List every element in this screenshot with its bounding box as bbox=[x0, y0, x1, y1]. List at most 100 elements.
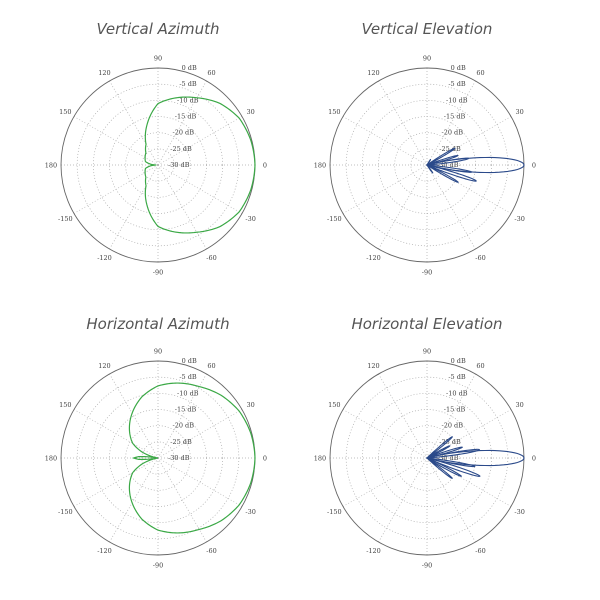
angle-tick-label: -60 bbox=[475, 254, 485, 262]
grid-spoke bbox=[73, 409, 159, 459]
angle-tick-label: 90 bbox=[154, 348, 162, 356]
angle-tick-label: 0 bbox=[263, 455, 267, 463]
db-tick-label: -25 dB bbox=[170, 145, 192, 153]
angle-tick-label: 120 bbox=[98, 362, 110, 370]
polar-chart-0: 0 30 60 90 120 150 180 -150 -120 -90 -60 -30 0 dB -5 … bbox=[45, 55, 267, 277]
grid-spoke bbox=[342, 116, 428, 166]
angle-tick-label: 30 bbox=[516, 108, 524, 116]
angle-tick-label: -30 bbox=[245, 508, 255, 516]
grid-spoke bbox=[157, 116, 243, 166]
db-tick-label: -15 dB bbox=[175, 113, 197, 121]
grid-spoke bbox=[157, 164, 243, 214]
grid-spoke bbox=[157, 409, 243, 459]
polar-chart-3: 0 30 60 90 120 150 180 -150 -120 -90 -60 -30 0 dB -5 … bbox=[314, 348, 536, 570]
db-tick-label: -10 dB bbox=[446, 96, 468, 104]
angle-tick-label: 180 bbox=[45, 455, 57, 463]
grid-ring bbox=[394, 425, 460, 491]
grid-spoke bbox=[426, 164, 512, 214]
angle-tick-label: -120 bbox=[97, 547, 112, 555]
angle-tick-label: 30 bbox=[247, 401, 255, 409]
angle-tick-label: 30 bbox=[247, 108, 255, 116]
angle-tick-label: -150 bbox=[327, 215, 342, 223]
grid-ring bbox=[361, 392, 493, 524]
db-tick-label: -10 dB bbox=[177, 389, 199, 397]
angle-tick-label: 60 bbox=[207, 69, 215, 77]
grid-spoke bbox=[157, 80, 207, 166]
db-tick-label: 0 dB bbox=[451, 357, 466, 365]
db-tick-label: -25 dB bbox=[439, 438, 461, 446]
chart-title-vertical-azimuth: Vertical Azimuth bbox=[96, 20, 220, 38]
grid-spoke bbox=[109, 164, 159, 250]
db-tick-label: -5 dB bbox=[179, 80, 197, 88]
angle-tick-label: 120 bbox=[98, 69, 110, 77]
pattern-lobe bbox=[426, 147, 456, 166]
angle-tick-label: 90 bbox=[423, 348, 431, 356]
pattern-lobe bbox=[426, 164, 434, 174]
grid-spoke bbox=[109, 373, 159, 459]
grid-ring bbox=[92, 99, 224, 231]
grid-spoke bbox=[342, 164, 428, 214]
db-tick-label: -30 dB bbox=[437, 161, 459, 169]
db-tick-label: -20 dB bbox=[442, 422, 464, 430]
angle-tick-label: 150 bbox=[59, 401, 71, 409]
grid-spoke bbox=[426, 373, 476, 459]
grid-spoke bbox=[378, 373, 428, 459]
angle-tick-label: -30 bbox=[514, 215, 524, 223]
grid-spoke bbox=[426, 409, 512, 459]
grid-spoke bbox=[426, 457, 512, 507]
angle-tick-label: -150 bbox=[327, 508, 342, 516]
angle-tick-label: 0 bbox=[532, 455, 536, 463]
db-tick-label: 0 dB bbox=[182, 357, 197, 365]
pattern-lobe bbox=[426, 457, 462, 477]
db-tick-label: -5 dB bbox=[448, 373, 466, 381]
angle-tick-label: 60 bbox=[476, 362, 484, 370]
angle-tick-label: -60 bbox=[475, 547, 485, 555]
angle-tick-label: 0 bbox=[532, 162, 536, 170]
angle-tick-label: -150 bbox=[58, 215, 73, 223]
grid-spoke bbox=[109, 80, 159, 166]
angle-tick-label: -90 bbox=[422, 269, 432, 277]
db-tick-label: -25 dB bbox=[170, 438, 192, 446]
pattern-lobe bbox=[426, 159, 432, 166]
angle-tick-label: -90 bbox=[153, 562, 163, 570]
angle-tick-label: -120 bbox=[366, 254, 381, 262]
angle-tick-label: 180 bbox=[314, 455, 326, 463]
db-tick-label: -20 dB bbox=[173, 422, 195, 430]
angle-tick-label: 90 bbox=[154, 55, 162, 63]
angle-tick-label: 60 bbox=[476, 69, 484, 77]
chart-title-horizontal-azimuth: Horizontal Azimuth bbox=[86, 315, 230, 333]
angle-tick-label: -120 bbox=[97, 254, 112, 262]
angle-tick-label: 180 bbox=[45, 162, 57, 170]
db-tick-label: -10 dB bbox=[177, 96, 199, 104]
grid-spoke bbox=[378, 457, 428, 543]
angle-tick-label: -30 bbox=[245, 215, 255, 223]
chart-title-horizontal-elevation: Horizontal Elevation bbox=[351, 315, 503, 333]
angle-tick-label: -90 bbox=[422, 562, 432, 570]
db-tick-label: -20 dB bbox=[442, 129, 464, 137]
grid-ring bbox=[410, 441, 444, 475]
grid-ring bbox=[76, 376, 240, 540]
grid-ring bbox=[345, 83, 509, 247]
angle-tick-label: -60 bbox=[206, 547, 216, 555]
grid-spoke bbox=[157, 457, 207, 543]
angle-tick-label: -150 bbox=[58, 508, 73, 516]
angle-tick-label: 120 bbox=[367, 69, 379, 77]
grid-ring bbox=[92, 392, 224, 524]
pattern-lobe bbox=[426, 154, 459, 166]
pattern-lobe bbox=[426, 164, 477, 182]
pattern-lobe bbox=[426, 436, 453, 459]
angle-tick-label: -90 bbox=[153, 269, 163, 277]
pattern-curve bbox=[144, 96, 256, 234]
db-tick-label: -15 dB bbox=[444, 113, 466, 121]
grid-ring bbox=[345, 376, 509, 540]
grid-ring bbox=[394, 132, 460, 198]
grid-spoke bbox=[342, 409, 428, 459]
grid-spoke bbox=[426, 164, 476, 250]
polar-chart-1: 0 30 60 90 120 150 180 -150 -120 -90 -60 -30 0 dB -5 … bbox=[314, 55, 536, 277]
grid-spoke bbox=[109, 457, 159, 543]
db-tick-label: 0 dB bbox=[451, 64, 466, 72]
angle-tick-label: 0 bbox=[263, 162, 267, 170]
pattern-lobe bbox=[426, 457, 453, 479]
db-tick-label: -30 dB bbox=[168, 454, 190, 462]
grid-ring bbox=[361, 99, 493, 231]
